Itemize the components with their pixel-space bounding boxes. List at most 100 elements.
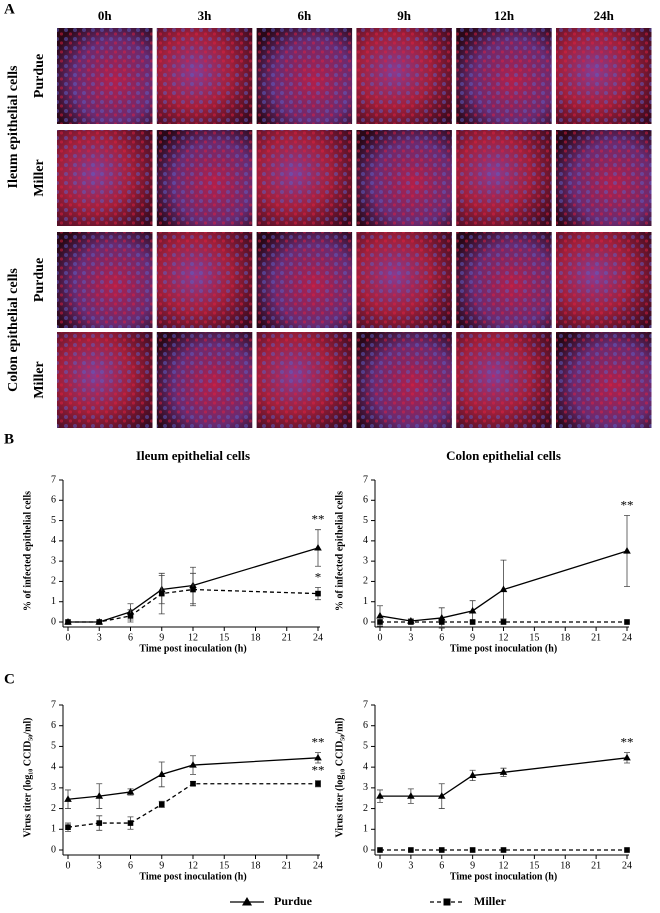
micrograph-texture: [57, 28, 153, 124]
column-label: 12h: [494, 8, 515, 23]
marker: [314, 753, 322, 761]
micrograph-texture: [356, 232, 452, 328]
micrograph-texture: [156, 130, 253, 226]
x-tick-label: 15: [219, 860, 229, 871]
micrograph-texture: [256, 232, 353, 328]
y-tick-label: 6: [51, 495, 56, 506]
marker: [469, 619, 476, 625]
marker: [468, 771, 477, 779]
y-axis-label: Virus titer (log₁₀ CCID₅₀/ml): [334, 717, 345, 837]
x-tick-label: 6: [439, 632, 444, 643]
x-tick-label: 15: [219, 632, 229, 643]
marker: [499, 585, 508, 593]
x-tick-label: 18: [251, 632, 261, 643]
marker: [408, 847, 414, 853]
x-tick-label: 0: [378, 632, 383, 643]
x-tick-label: 24: [622, 632, 632, 643]
significance: **: [312, 512, 325, 527]
panel-label: C: [4, 671, 15, 687]
y-tick-label: 3: [51, 555, 56, 566]
series-line: [379, 550, 628, 622]
marker: [624, 619, 630, 625]
x-tick-label: 3: [408, 632, 413, 643]
row-label: Miller: [32, 159, 47, 196]
micrograph-texture: [256, 332, 353, 428]
y-tick-label: 7: [51, 474, 56, 485]
panel-label: B: [4, 431, 14, 447]
x-tick-label: 24: [313, 632, 323, 643]
x-tick-label: 18: [560, 860, 570, 871]
micrograph-texture: [57, 332, 153, 428]
significance: **: [312, 763, 325, 778]
micrograph-texture: [456, 232, 552, 328]
y-tick-label: 4: [51, 535, 56, 546]
y-tick-label: 0: [51, 616, 56, 627]
micrograph-texture: [156, 28, 253, 124]
y-tick-label: 6: [363, 720, 368, 731]
marker: [157, 770, 166, 777]
marker: [377, 847, 383, 853]
x-tick-label: 0: [378, 860, 383, 871]
x-tick-label: 0: [66, 632, 71, 643]
y-tick-label: 6: [51, 720, 56, 731]
x-tick-label: 21: [282, 632, 292, 643]
significance: **: [312, 735, 325, 750]
series-line: [68, 547, 319, 623]
x-tick-label: 15: [529, 632, 539, 643]
x-tick-label: 15: [529, 860, 539, 871]
y-tick-label: 2: [363, 803, 368, 814]
marker: [408, 619, 414, 625]
y-tick-label: 0: [363, 844, 368, 855]
x-tick-label: 3: [97, 632, 102, 643]
marker: [189, 761, 197, 768]
x-tick-label: 21: [591, 860, 601, 871]
legend-marker: [242, 897, 252, 906]
marker: [437, 613, 446, 621]
x-tick-label: 12: [499, 632, 509, 643]
marker: [438, 619, 445, 625]
column-label: 3h: [198, 8, 213, 23]
y-tick-label: 2: [51, 803, 56, 814]
micrograph-texture: [356, 130, 452, 226]
x-tick-label: 9: [159, 860, 164, 871]
y-tick-label: 3: [51, 782, 56, 793]
y-tick-label: 5: [363, 515, 368, 526]
y-tick-label: 2: [363, 576, 368, 587]
marker: [127, 820, 134, 826]
y-axis-label: Virus titer (log₁₀ CCID₅₀/ml): [22, 717, 33, 837]
y-tick-label: 1: [363, 596, 368, 607]
y-tick-label: 5: [363, 741, 368, 752]
legend-marker: [443, 898, 451, 906]
marker: [623, 753, 631, 761]
marker: [190, 586, 196, 593]
marker: [499, 768, 508, 775]
x-tick-label: 12: [499, 860, 509, 871]
micrograph-texture: [156, 332, 253, 428]
micrograph-texture: [256, 28, 353, 124]
marker: [315, 780, 321, 787]
x-tick-label: 6: [128, 632, 133, 643]
micrograph-texture: [256, 130, 353, 226]
x-tick-label: 9: [470, 632, 475, 643]
marker: [127, 613, 134, 619]
y-tick-label: 0: [51, 844, 56, 855]
legend-label: Purdue: [274, 894, 313, 908]
chart-title: Colon epithelial cells: [446, 448, 561, 463]
x-tick-label: 21: [282, 860, 292, 871]
y-tick-label: 7: [363, 474, 368, 485]
significance: *: [315, 569, 322, 584]
marker: [158, 801, 165, 808]
y-tick-label: 4: [363, 535, 368, 546]
y-tick-label: 7: [363, 699, 368, 710]
x-tick-label: 21: [591, 632, 601, 643]
y-tick-label: 1: [363, 824, 368, 835]
x-tick-label: 12: [188, 860, 198, 871]
x-tick-label: 24: [313, 860, 323, 871]
x-tick-label: 9: [470, 860, 475, 871]
y-tick-label: 1: [51, 824, 56, 835]
significance: **: [621, 735, 634, 750]
marker: [500, 619, 507, 625]
series-line: [380, 757, 628, 797]
marker: [126, 788, 135, 795]
